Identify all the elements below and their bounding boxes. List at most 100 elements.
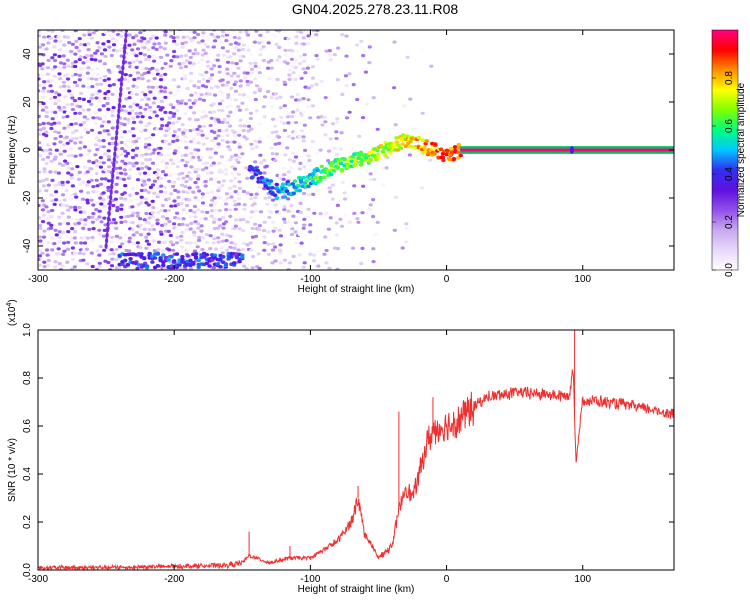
noise-cell (204, 166, 209, 170)
noise-cell (204, 136, 209, 140)
noise-cell (119, 135, 124, 139)
noise-cell (79, 135, 84, 139)
spectrogram-x-label: Height of straight line (km) (298, 284, 415, 295)
noise-cell (355, 97, 360, 102)
noise-cell (193, 167, 198, 171)
noise-cell (163, 68, 168, 72)
noise-cell (150, 114, 155, 118)
trace-cell (436, 155, 441, 160)
band-cell (223, 262, 229, 266)
noise-cell (74, 129, 79, 133)
noise-cell (156, 61, 161, 65)
noise-cell (50, 199, 55, 203)
band-cell (212, 253, 218, 258)
noise-cell (334, 153, 340, 157)
noise-cell (229, 86, 234, 90)
noise-cell (163, 209, 168, 213)
noise-cell (220, 251, 225, 255)
noise-cell (106, 96, 111, 100)
noise-cell (233, 176, 238, 180)
noise-cell (151, 151, 156, 155)
noise-cell (134, 54, 139, 58)
noise-cell (188, 129, 193, 133)
noise-cell (127, 129, 132, 133)
noise-cell (40, 73, 45, 77)
noise-cell (56, 35, 61, 39)
noise-cell (266, 242, 271, 246)
colorbar-ticks: 0.00.20.40.60.8 (712, 71, 735, 277)
band-cell (177, 263, 182, 267)
streak-cell (115, 124, 119, 131)
noise-cell (139, 201, 144, 205)
noise-cell (78, 182, 83, 186)
trace-cell (296, 183, 301, 188)
noise-cell (181, 35, 186, 39)
noise-cell (240, 247, 245, 252)
noise-cell (119, 140, 124, 145)
noise-cell (102, 204, 107, 208)
noise-cell (180, 222, 185, 226)
noise-cell (157, 42, 162, 46)
noise-cell (83, 43, 88, 47)
noise-cell (62, 43, 67, 47)
noise-cell (163, 110, 168, 114)
noise-cell (147, 157, 153, 162)
noise-cell (189, 39, 194, 43)
noise-cell (171, 172, 176, 176)
noise-cell (123, 143, 128, 147)
y-tick-label: -40 (22, 238, 33, 253)
noise-cell (110, 114, 115, 118)
noise-cell (266, 41, 271, 45)
noise-cell (220, 134, 225, 138)
noise-cell (110, 257, 115, 261)
noise-cell (38, 153, 43, 157)
noise-cell (152, 179, 157, 183)
noise-cell (323, 235, 328, 239)
noise-cell (277, 228, 282, 232)
noise-cell (199, 129, 204, 133)
noise-cell (81, 108, 86, 112)
noise-cell (143, 137, 149, 141)
noise-cell (77, 205, 82, 210)
noise-cell (139, 166, 144, 170)
noise-cell (94, 208, 99, 212)
noise-cell (385, 253, 390, 257)
noise-cell (131, 241, 136, 245)
x-tick-label: -300 (28, 274, 48, 285)
noise-cell (66, 154, 71, 158)
trace-cell (339, 168, 344, 172)
noise-cell (123, 220, 128, 224)
noise-cell (185, 174, 190, 178)
streak-cell (115, 129, 119, 136)
streak-cell (118, 91, 122, 98)
noise-cell (375, 127, 380, 131)
noise-cell (50, 248, 55, 252)
noise-cell (224, 172, 229, 176)
noise-cell (73, 205, 78, 209)
noise-cell (316, 264, 321, 268)
noise-cell (46, 172, 51, 176)
noise-cell (130, 205, 135, 209)
noise-cell (172, 222, 177, 226)
noise-cell (180, 154, 185, 158)
noise-cell (44, 114, 49, 119)
noise-cell (171, 78, 176, 82)
noise-cell (215, 58, 220, 62)
noise-cell (199, 217, 204, 221)
noise-cell (44, 83, 49, 87)
noise-cell (312, 253, 317, 257)
noise-cell (147, 105, 152, 109)
trace-cell (268, 179, 274, 183)
trace-cell (319, 164, 324, 169)
noise-cell (209, 164, 214, 168)
noise-cell (236, 66, 241, 70)
noise-cell (95, 164, 100, 168)
noise-cell (323, 133, 328, 137)
noise-cell (305, 105, 311, 109)
noise-cell (335, 247, 340, 251)
noise-cell (166, 208, 172, 212)
noise-cell (97, 241, 102, 245)
noise-cell (356, 220, 361, 224)
noise-cell (229, 140, 234, 144)
noise-cell (58, 152, 63, 156)
